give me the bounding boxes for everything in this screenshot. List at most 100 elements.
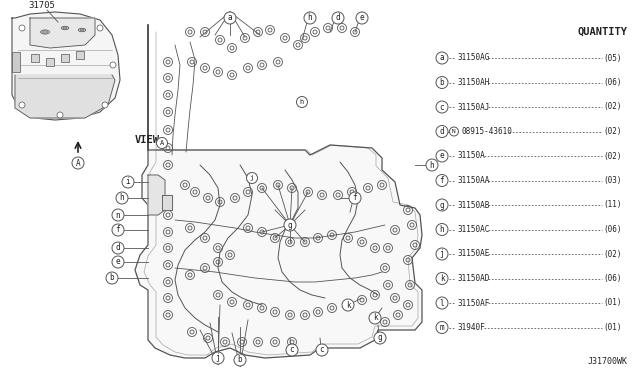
Text: m: m — [440, 323, 444, 332]
Polygon shape — [148, 175, 165, 215]
Text: d: d — [116, 244, 120, 253]
Circle shape — [112, 209, 124, 221]
Circle shape — [19, 25, 25, 31]
Circle shape — [436, 297, 448, 309]
FancyBboxPatch shape — [46, 58, 54, 66]
Circle shape — [374, 332, 386, 344]
Circle shape — [356, 12, 368, 24]
Text: a: a — [440, 54, 444, 62]
Text: 08915-43610: 08915-43610 — [461, 127, 512, 136]
Ellipse shape — [43, 31, 47, 33]
Text: f: f — [353, 193, 357, 202]
Text: j: j — [250, 175, 254, 181]
Text: VIEW: VIEW — [135, 135, 160, 145]
Text: h: h — [300, 99, 304, 105]
Text: (01): (01) — [604, 323, 622, 332]
Text: e: e — [116, 257, 120, 266]
Circle shape — [97, 25, 103, 31]
Circle shape — [369, 312, 381, 324]
Circle shape — [436, 125, 448, 138]
Text: k: k — [372, 314, 378, 323]
Polygon shape — [135, 25, 422, 358]
Text: N: N — [452, 129, 456, 134]
Ellipse shape — [80, 29, 84, 31]
Text: e: e — [360, 13, 364, 22]
Text: e: e — [440, 151, 444, 160]
Text: j: j — [216, 353, 220, 362]
Ellipse shape — [61, 26, 68, 30]
Text: 31150AD: 31150AD — [457, 274, 490, 283]
Circle shape — [436, 174, 448, 186]
Text: (02): (02) — [604, 151, 622, 160]
Text: n: n — [116, 211, 120, 219]
Text: b: b — [109, 273, 115, 282]
Circle shape — [296, 96, 307, 108]
FancyBboxPatch shape — [61, 54, 69, 62]
Text: j: j — [440, 250, 444, 259]
Circle shape — [246, 173, 257, 183]
Circle shape — [157, 138, 168, 148]
Text: 31150AG: 31150AG — [457, 54, 490, 62]
Text: (11): (11) — [604, 201, 622, 209]
Circle shape — [212, 352, 224, 364]
Text: QUANTITY: QUANTITY — [578, 27, 628, 37]
Text: f: f — [116, 225, 120, 234]
Text: 31150AH: 31150AH — [457, 78, 490, 87]
Text: (03): (03) — [604, 176, 622, 185]
Polygon shape — [15, 75, 115, 118]
Text: c: c — [290, 346, 294, 355]
Polygon shape — [162, 195, 172, 210]
Circle shape — [332, 12, 344, 24]
Text: d: d — [336, 13, 340, 22]
Circle shape — [436, 273, 448, 285]
Text: 31150A: 31150A — [457, 151, 484, 160]
Text: A: A — [160, 140, 164, 146]
Circle shape — [304, 12, 316, 24]
Circle shape — [224, 12, 236, 24]
Circle shape — [284, 219, 296, 231]
Ellipse shape — [63, 27, 67, 29]
Circle shape — [102, 102, 108, 108]
Text: 31705: 31705 — [28, 1, 55, 10]
Text: 31940F: 31940F — [457, 323, 484, 332]
Text: f: f — [440, 176, 444, 185]
Text: h: h — [429, 160, 435, 170]
Circle shape — [122, 176, 134, 188]
Ellipse shape — [40, 30, 49, 34]
Text: (01): (01) — [604, 298, 622, 308]
Circle shape — [426, 159, 438, 171]
Text: c: c — [440, 103, 444, 112]
Text: h: h — [120, 193, 124, 202]
Text: 31150AJ: 31150AJ — [457, 103, 490, 112]
Text: (06): (06) — [604, 78, 622, 87]
Circle shape — [57, 112, 63, 118]
Text: b: b — [440, 78, 444, 87]
Circle shape — [106, 272, 118, 284]
Text: d: d — [440, 127, 444, 136]
FancyBboxPatch shape — [76, 51, 84, 59]
Text: 31150AC: 31150AC — [457, 225, 490, 234]
Text: l: l — [440, 298, 444, 308]
Circle shape — [286, 344, 298, 356]
Text: (06): (06) — [604, 274, 622, 283]
Text: J31700WK: J31700WK — [588, 357, 628, 366]
Text: A: A — [76, 158, 80, 167]
Text: 31150AE: 31150AE — [457, 250, 490, 259]
Circle shape — [349, 192, 361, 204]
Text: 31150AF: 31150AF — [457, 298, 490, 308]
Text: k: k — [440, 274, 444, 283]
FancyBboxPatch shape — [12, 52, 20, 72]
Text: g: g — [288, 221, 292, 230]
Circle shape — [72, 157, 84, 169]
Circle shape — [19, 102, 25, 108]
Circle shape — [234, 354, 246, 366]
Text: (06): (06) — [604, 225, 622, 234]
Circle shape — [110, 62, 116, 68]
Text: c: c — [320, 346, 324, 355]
FancyBboxPatch shape — [31, 54, 39, 62]
Circle shape — [112, 242, 124, 254]
Ellipse shape — [78, 28, 86, 32]
Text: (02): (02) — [604, 103, 622, 112]
Circle shape — [436, 199, 448, 211]
Text: (02): (02) — [604, 127, 622, 136]
